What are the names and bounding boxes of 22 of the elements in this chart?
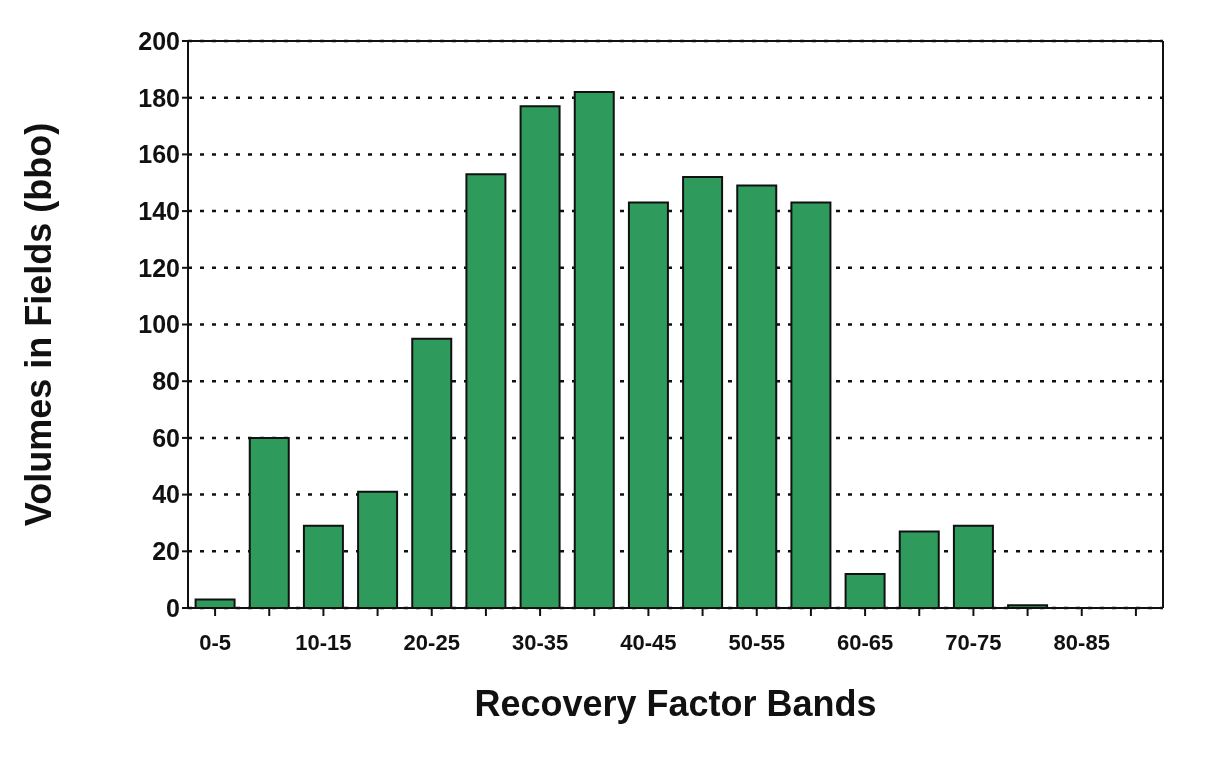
x-tick-label: 0-5: [199, 629, 231, 655]
y-tick-label: 80: [152, 367, 180, 396]
x-tick-label: 10-15: [295, 629, 352, 655]
x-tick-label: 30-35: [511, 629, 569, 655]
y-tick-label: 160: [138, 140, 180, 169]
y-tick-label: 180: [138, 83, 180, 112]
y-tick-label: 200: [138, 26, 180, 55]
x-tick-label: 80-85: [1053, 629, 1110, 655]
x-tick-label: 70-75: [945, 629, 1002, 655]
y-tick-label: 120: [138, 253, 180, 282]
x-tick-label: 20-25: [403, 629, 460, 655]
y-tick-label: 40: [152, 480, 180, 509]
y-tick-label: 100: [138, 310, 180, 339]
x-axis-title: Recovery Factor Bands: [474, 683, 877, 724]
y-tick-label: 60: [152, 423, 180, 452]
y-tick-label: 140: [138, 196, 180, 225]
y-tick-label: 0: [166, 593, 180, 622]
y-tick-label: 20: [152, 537, 180, 566]
x-tick-label: 60-65: [836, 629, 894, 655]
x-tick-label: 50-55: [728, 629, 785, 655]
y-axis-title: Volumes in Fields (bbo): [17, 122, 59, 527]
x-tick-label: 40-45: [620, 629, 677, 655]
